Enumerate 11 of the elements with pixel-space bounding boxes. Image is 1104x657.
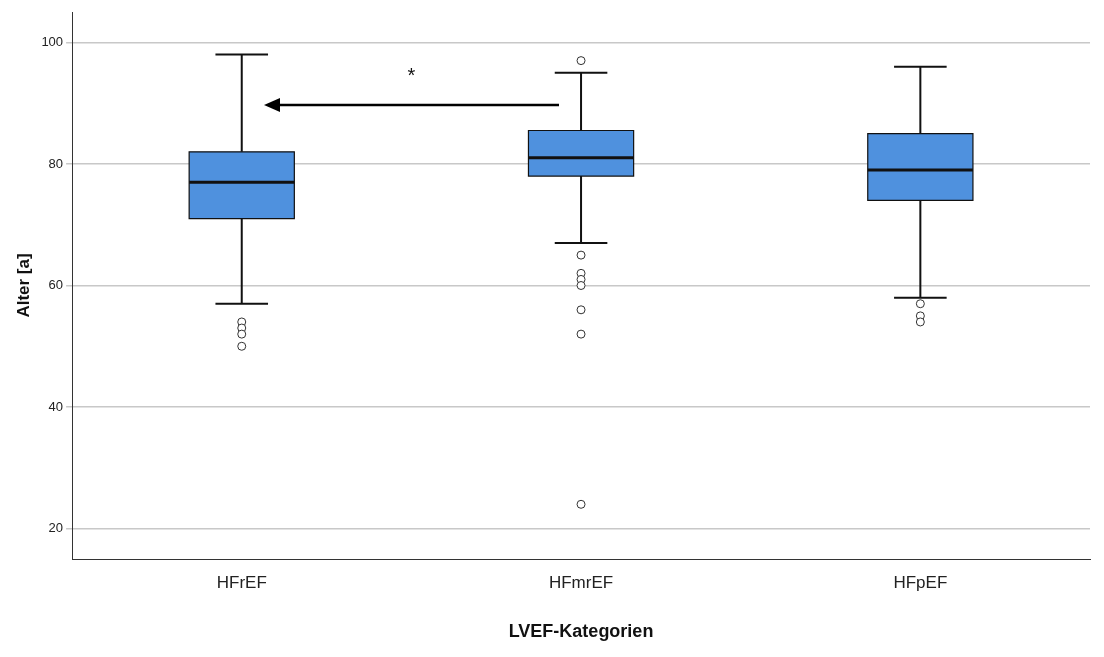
y-tick-label: 20 xyxy=(48,520,64,536)
y-axis-title: Alter [a] xyxy=(13,253,33,318)
x-axis-title: LVEF-Kategorien xyxy=(508,621,654,642)
x-tick-label: HFrEF xyxy=(216,572,267,592)
y-tick-label: 100 xyxy=(41,33,64,49)
y-tick-label: 80 xyxy=(48,155,64,171)
annotation: * xyxy=(407,63,416,86)
x-tick-label: HFmrEF xyxy=(548,572,614,592)
y-tick-label: 40 xyxy=(48,398,64,414)
x-tick-label: HFpEF xyxy=(893,572,948,592)
y-tick-label: 60 xyxy=(48,277,64,293)
